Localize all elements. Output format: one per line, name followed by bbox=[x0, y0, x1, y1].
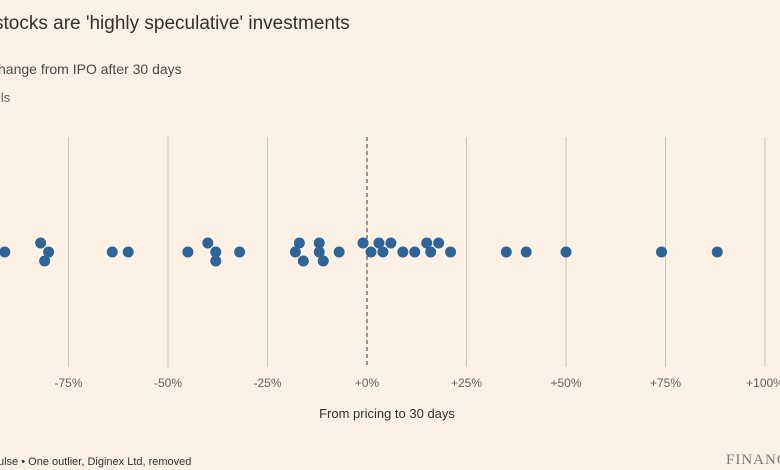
data-point bbox=[35, 237, 47, 249]
brand-logo: FINANC bbox=[726, 452, 780, 468]
x-axis-ticks: -75% -50% -25% +0% +25% +50% +75% +100% bbox=[54, 376, 780, 390]
data-point bbox=[210, 246, 222, 258]
data-point bbox=[445, 246, 457, 258]
x-tick-label: -75% bbox=[54, 376, 82, 390]
x-tick-label: +50% bbox=[550, 376, 581, 390]
data-point bbox=[377, 246, 389, 258]
x-tick-label: +100% bbox=[746, 376, 780, 390]
source-note: ulse • One outlier, Diginex Ltd, removed bbox=[0, 456, 192, 468]
data-point bbox=[202, 237, 214, 249]
data-point bbox=[43, 246, 55, 258]
x-axis-title: From pricing to 30 days bbox=[319, 406, 455, 421]
data-point bbox=[39, 255, 51, 267]
x-tick-label: +25% bbox=[451, 376, 482, 390]
gridlines bbox=[68, 137, 766, 367]
data-point bbox=[317, 255, 329, 267]
data-point bbox=[182, 246, 194, 258]
data-point bbox=[397, 246, 409, 258]
x-tick-label: +75% bbox=[650, 376, 681, 390]
data-point bbox=[433, 237, 445, 249]
data-point bbox=[297, 255, 309, 267]
data-point bbox=[234, 246, 246, 258]
chart-subtitle: hange from IPO after 30 days bbox=[0, 61, 182, 77]
legend-label: ils bbox=[0, 90, 11, 105]
data-point bbox=[0, 246, 11, 258]
data-point bbox=[385, 237, 397, 249]
data-point bbox=[711, 246, 723, 258]
data-point bbox=[425, 246, 437, 258]
data-point bbox=[365, 246, 377, 258]
x-tick-label: -25% bbox=[253, 376, 281, 390]
data-point bbox=[313, 237, 325, 249]
data-points bbox=[0, 237, 723, 267]
data-point bbox=[313, 246, 325, 258]
data-point bbox=[520, 246, 532, 258]
data-point bbox=[409, 246, 421, 258]
data-point bbox=[421, 237, 433, 249]
data-point bbox=[106, 246, 118, 258]
data-point bbox=[122, 246, 134, 258]
data-point bbox=[293, 237, 305, 249]
data-point bbox=[357, 237, 369, 249]
data-point bbox=[560, 246, 572, 258]
data-point bbox=[333, 246, 345, 258]
data-point bbox=[210, 255, 222, 267]
x-tick-label: -50% bbox=[154, 376, 182, 390]
data-point bbox=[373, 237, 385, 249]
chart-title: stocks are 'highly speculative' investme… bbox=[0, 13, 350, 34]
data-point bbox=[656, 246, 668, 258]
x-tick-label: +0% bbox=[355, 376, 380, 390]
data-point bbox=[289, 246, 301, 258]
data-point bbox=[500, 246, 512, 258]
